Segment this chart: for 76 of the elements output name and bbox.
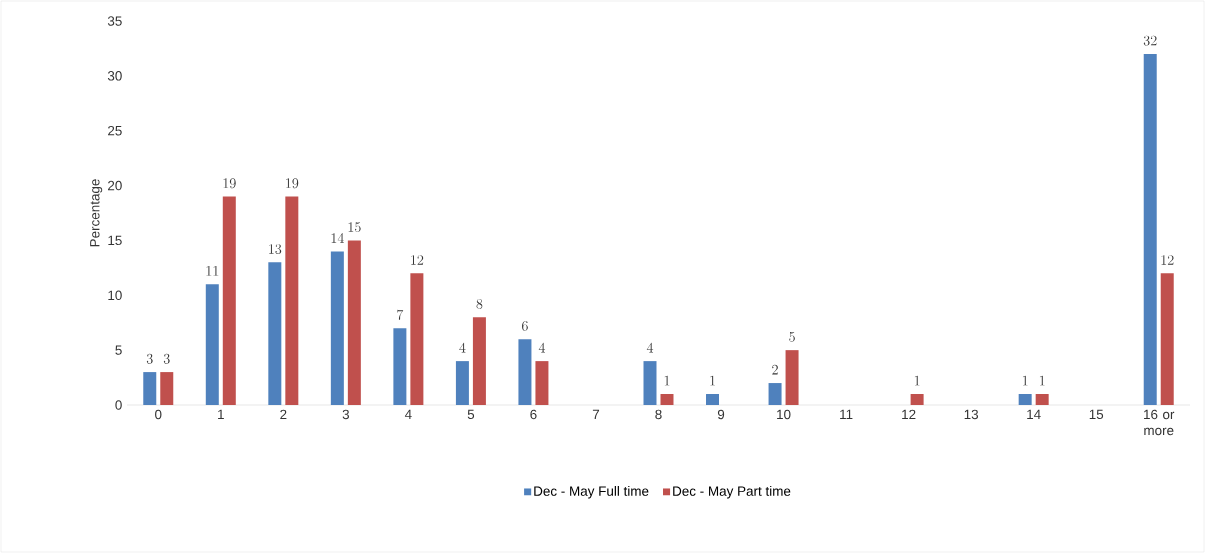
bar <box>160 372 174 405</box>
bar <box>285 196 299 405</box>
bar <box>222 196 236 405</box>
data-label: 11 <box>206 266 219 276</box>
data-label: 6 <box>522 320 528 331</box>
data-label: 19 <box>223 178 236 189</box>
data-label: 1 <box>1022 375 1028 386</box>
x-tick-label: 3 <box>342 409 349 420</box>
data-label: 2 <box>772 364 778 375</box>
x-tick-label: 13 <box>964 409 979 420</box>
bar <box>143 372 157 405</box>
bar <box>1143 53 1157 405</box>
bar <box>347 240 361 405</box>
x-tick-label: 2 <box>280 409 287 420</box>
data-label: 3 <box>146 353 153 364</box>
x-tick-label: 10 <box>777 409 791 420</box>
x-tick-label: 16 or more <box>1144 409 1175 436</box>
bar <box>518 339 532 405</box>
bar <box>643 361 657 405</box>
data-label: 1 <box>710 375 715 386</box>
x-tick-label: 1 <box>218 409 224 419</box>
data-label: 4 <box>538 342 546 353</box>
bar <box>330 251 344 405</box>
bar <box>768 383 782 405</box>
bar <box>393 328 407 405</box>
data-label: 14 <box>331 233 344 243</box>
data-label: 15 <box>348 222 361 233</box>
bar <box>785 350 799 405</box>
bar <box>535 361 549 405</box>
x-tick-label: 0 <box>155 409 162 420</box>
data-label: 7 <box>397 309 404 320</box>
data-label: 5 <box>789 331 795 342</box>
y-tick-label: 35 <box>107 16 122 26</box>
y-tick-label: 30 <box>107 71 122 81</box>
x-tick-label: 8 <box>655 409 662 420</box>
x-tick-label: 14 <box>1027 409 1041 419</box>
data-label: 32 <box>1143 35 1157 46</box>
data-label: 4 <box>459 342 466 353</box>
data-label: 13 <box>269 244 282 254</box>
data-label: 3 <box>163 353 170 364</box>
y-tick-label: 5 <box>115 345 122 355</box>
data-label: 1 <box>1039 375 1045 386</box>
x-tick-label: 5 <box>467 409 475 420</box>
y-tick-label: 25 <box>108 125 122 136</box>
y-tick-label: 10 <box>108 290 122 301</box>
bar <box>1160 273 1174 405</box>
bar <box>205 284 219 405</box>
bar <box>660 394 674 405</box>
x-tick-label: 15 <box>1089 409 1104 420</box>
data-label: 1 <box>914 375 920 386</box>
data-label: 12 <box>1161 255 1174 265</box>
x-tick-label: 9 <box>717 409 725 420</box>
bar <box>706 394 720 405</box>
x-tick-label: 4 <box>404 409 412 419</box>
x-tick-label: 6 <box>530 409 537 420</box>
data-label: 12 <box>411 255 424 265</box>
bar <box>268 262 282 405</box>
data-label: 1 <box>664 375 670 386</box>
y-tick-label: 20 <box>108 180 122 191</box>
x-tick-label: 7 <box>592 409 600 419</box>
y-axis-title: Percentage <box>90 179 103 247</box>
y-tick-label: 15 <box>108 235 122 246</box>
data-label: 19 <box>286 178 299 189</box>
bar <box>1035 394 1049 405</box>
y-tick-label: 0 <box>115 400 122 410</box>
legend-label: Dec - May Part time <box>673 485 791 499</box>
bar <box>410 273 424 405</box>
x-tick-label: 12 <box>902 409 916 420</box>
legend-label: Dec - May Full time <box>534 485 649 499</box>
bar <box>1018 394 1032 405</box>
bar <box>910 394 924 405</box>
data-label: 8 <box>476 299 483 309</box>
data-label: 4 <box>646 342 654 353</box>
bar <box>455 361 469 405</box>
bar <box>472 317 486 405</box>
x-tick-label: 11 <box>840 409 853 419</box>
